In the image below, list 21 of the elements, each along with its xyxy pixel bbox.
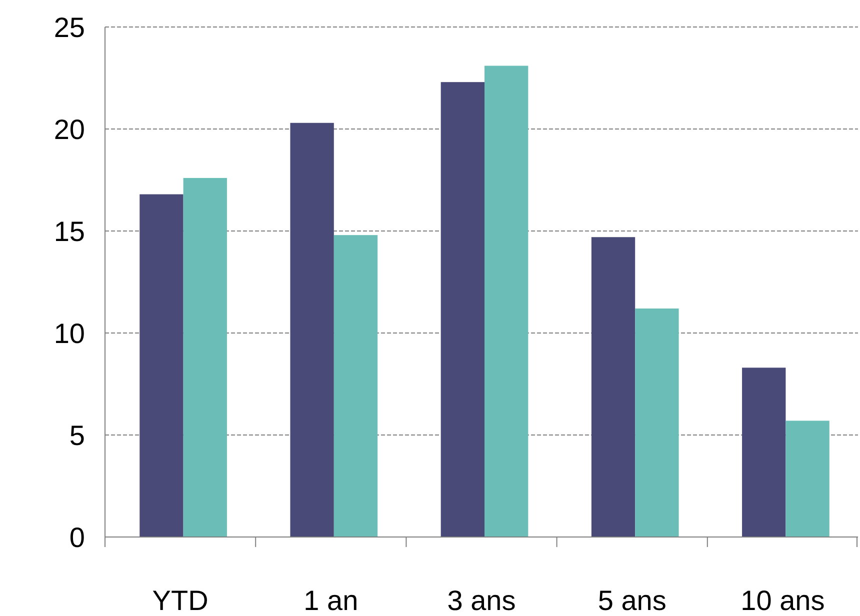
bar <box>290 122 334 537</box>
y-tick-label: 25 <box>54 12 85 43</box>
bar <box>484 66 528 537</box>
y-tick-label: 15 <box>54 216 85 247</box>
y-tick-label: 0 <box>69 522 85 553</box>
bar <box>183 178 227 537</box>
bar <box>334 235 378 537</box>
bar <box>786 420 830 537</box>
y-tick-label: 10 <box>54 318 85 349</box>
bar <box>140 194 184 537</box>
x-tick-label: 1 an <box>304 585 358 616</box>
bar <box>635 308 679 537</box>
y-tick-label: 5 <box>69 420 85 451</box>
x-tick-label: YTD <box>152 585 208 616</box>
x-tick-label: 5 ans <box>598 585 666 616</box>
y-tick-label: 20 <box>54 114 85 145</box>
x-tick-label: 10 ans <box>740 585 825 616</box>
bar <box>742 368 786 537</box>
bar <box>591 237 636 537</box>
x-tick-label: 3 ans <box>447 585 516 616</box>
bar <box>440 82 484 537</box>
